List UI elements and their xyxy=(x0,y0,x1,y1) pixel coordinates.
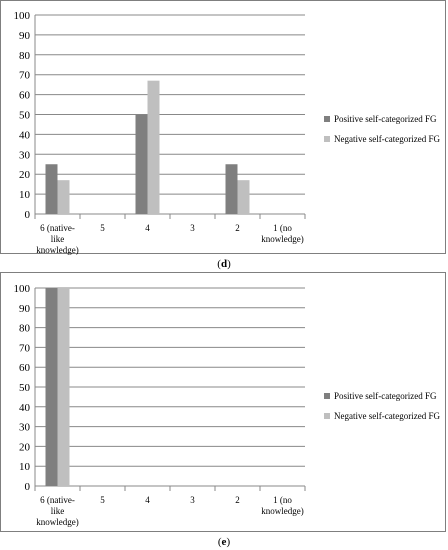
y-tick-label: 80 xyxy=(19,50,31,62)
y-tick-label: 20 xyxy=(19,441,31,453)
x-tick-label: 1 (no knowledge) xyxy=(261,223,304,244)
y-tick-label: 90 xyxy=(19,30,31,42)
y-tick-label: 40 xyxy=(19,129,31,141)
y-tick-label: 40 xyxy=(19,402,31,414)
caption-e-close: ) xyxy=(226,536,231,548)
y-tick-label: 0 xyxy=(25,209,31,221)
x-tick-label: 3 xyxy=(190,495,195,505)
y-tick-label: 100 xyxy=(14,283,31,295)
y-tick-label: 90 xyxy=(19,303,31,315)
chart-d: 0 10 20 30 40 50 60 70 80 90 100 6 (native-like know… xyxy=(14,10,441,255)
y-tick-label: 70 xyxy=(19,342,31,354)
legend-label-2: Negative self-categorized FG xyxy=(334,411,440,421)
chart-panel-e: 0 10 20 30 40 50 60 70 80 90 100 6 (native-like know… xyxy=(0,272,446,532)
y-tick-label: 30 xyxy=(19,149,31,161)
x-tick-label: 1 (no knowledge) xyxy=(261,495,304,516)
x-tick-label: 6 (native-like knowledge) xyxy=(36,223,79,255)
x-tick-label: 2 xyxy=(235,223,240,233)
chart-e: 0 10 20 30 40 50 60 70 80 90 100 6 (native-like know… xyxy=(14,283,441,527)
x-tick-label: 5 xyxy=(100,223,105,233)
x-tick-label: 4 xyxy=(145,223,150,233)
y-tick-label: 100 xyxy=(14,10,31,22)
y-tick-label: 0 xyxy=(25,481,31,493)
legend-swatch-1 xyxy=(324,116,330,122)
bar-d-series1-0 xyxy=(45,164,58,214)
bar-d-series2-2 xyxy=(147,80,160,214)
chart-panel-d: 0 10 20 30 40 50 60 70 80 90 100 6 (native-like know… xyxy=(0,0,446,255)
bar-e-series2-0 xyxy=(57,288,70,486)
legend-swatch-1 xyxy=(324,393,330,399)
caption-e: (e) xyxy=(0,536,448,548)
y-tick-label: 20 xyxy=(19,169,31,181)
caption-d-open: ( xyxy=(217,258,221,270)
y-tick-label: 10 xyxy=(19,461,31,473)
y-tick-label: 70 xyxy=(19,70,31,82)
legend-label-1: Positive self-categorized FG xyxy=(334,114,437,124)
bar-d-series2-0 xyxy=(57,180,70,214)
x-tick-label: 2 xyxy=(235,495,240,505)
y-tick-label: 80 xyxy=(19,323,31,335)
bar-d-series2-4 xyxy=(237,180,250,214)
y-tick-label: 60 xyxy=(19,90,31,102)
x-tick-label: 3 xyxy=(190,223,195,233)
legend-label-2: Negative self-categorized FG xyxy=(334,134,440,144)
x-tick-label: 4 xyxy=(145,495,150,505)
legend-label-1: Positive self-categorized FG xyxy=(334,391,437,401)
bar-d-series1-4 xyxy=(225,164,238,214)
legend-swatch-2 xyxy=(324,136,330,142)
caption-e-letter: e xyxy=(221,536,227,548)
bar-e-series1-0 xyxy=(45,288,58,486)
x-tick-label: 6 (native-like knowledge) xyxy=(36,495,79,527)
x-tick-label: 5 xyxy=(100,495,105,505)
legend-swatch-2 xyxy=(324,413,330,419)
caption-d-letter: d xyxy=(220,258,228,270)
y-tick-label: 50 xyxy=(19,382,31,394)
caption-d-close: ) xyxy=(227,258,231,270)
y-tick-label: 10 xyxy=(19,189,31,201)
caption-e-open: ( xyxy=(217,536,222,548)
y-tick-label: 30 xyxy=(19,422,31,434)
bar-d-series1-2 xyxy=(135,114,148,214)
y-tick-label: 60 xyxy=(19,362,31,374)
y-tick-label: 50 xyxy=(19,110,31,122)
caption-d: (d) xyxy=(0,258,448,270)
